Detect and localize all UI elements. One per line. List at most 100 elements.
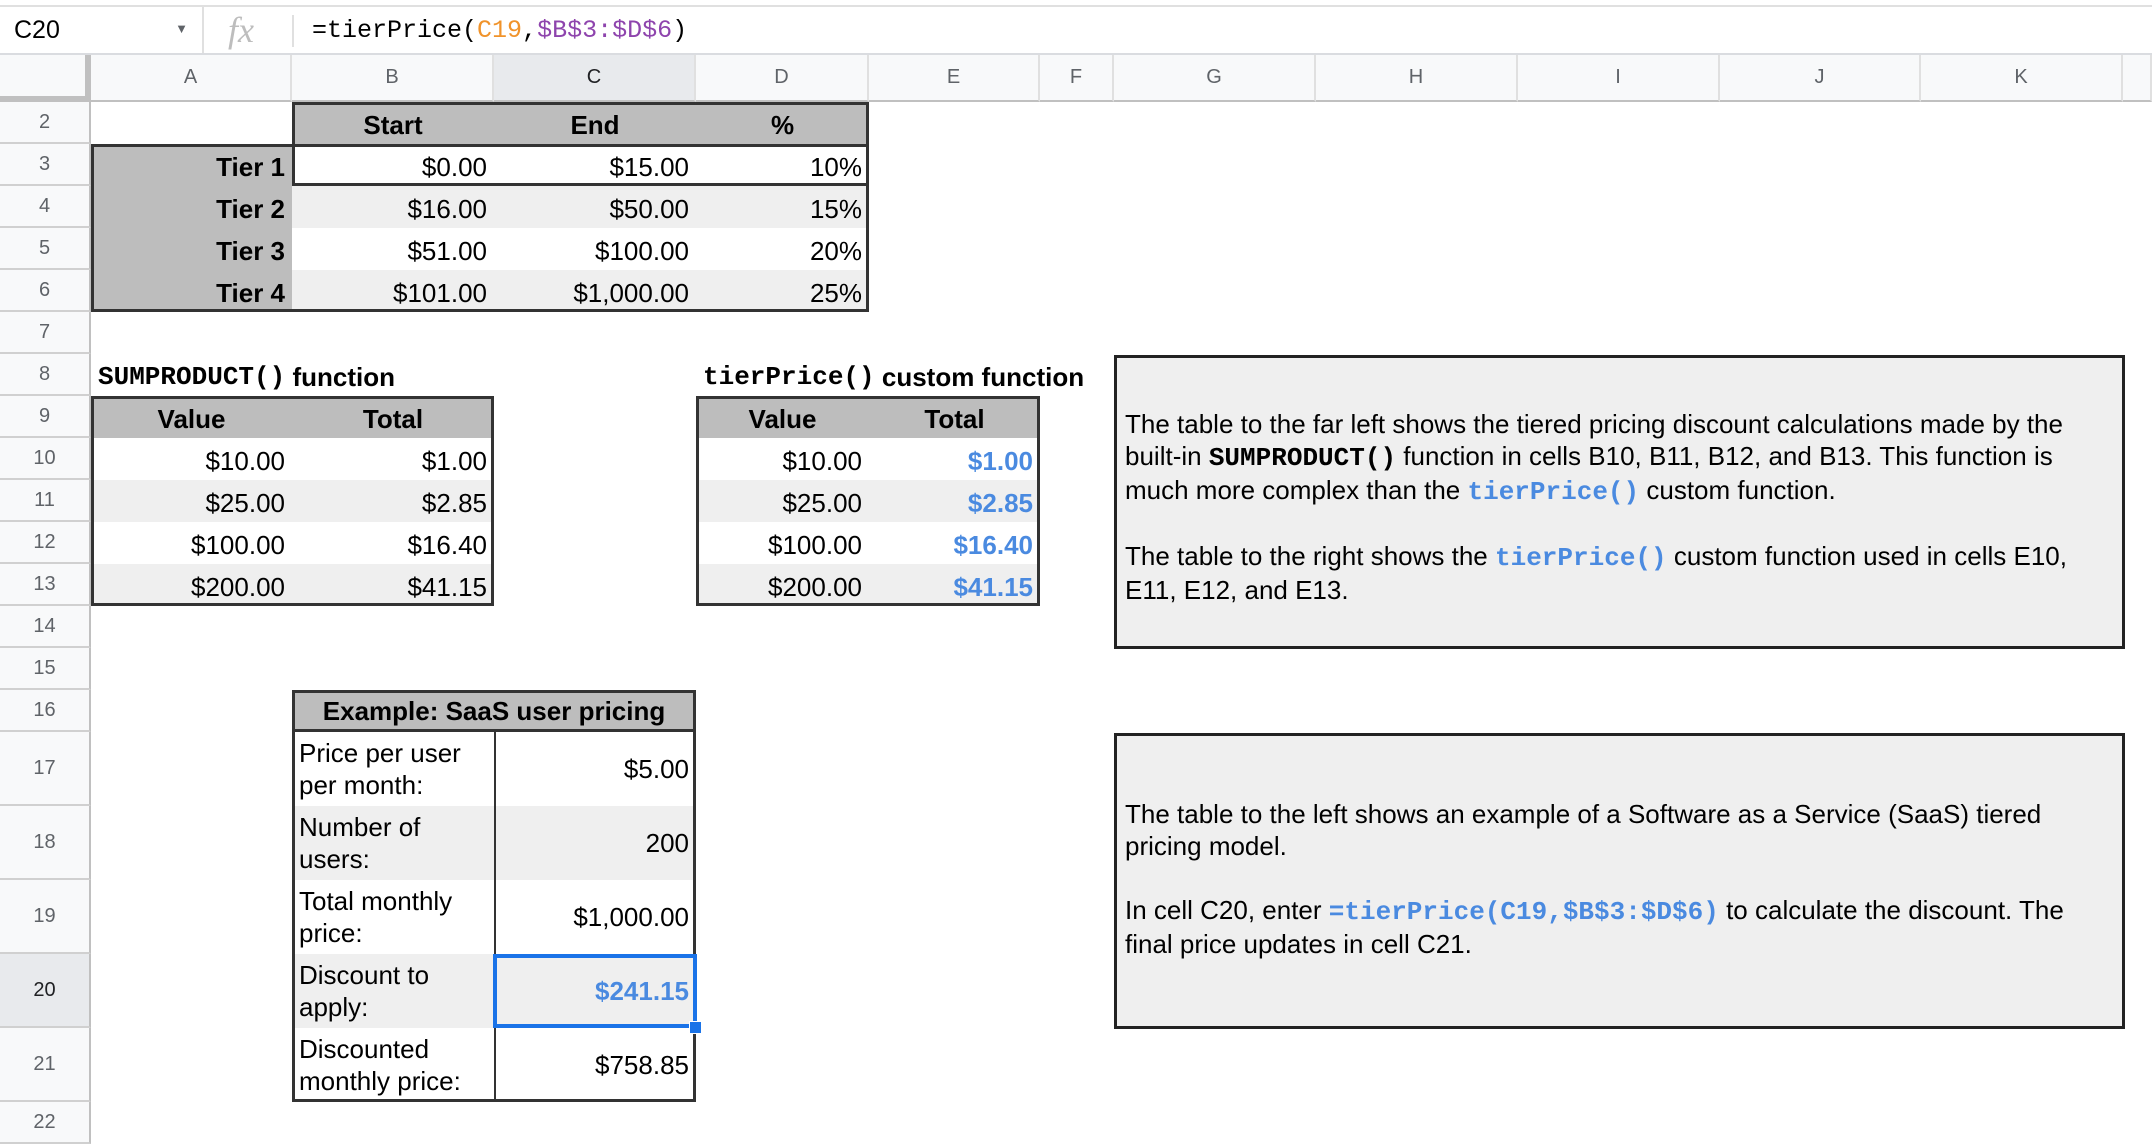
sumproduct-total[interactable]: $16.40 <box>407 530 487 560</box>
sumproduct-header-value[interactable]: Value <box>157 404 226 434</box>
tier-end[interactable]: $15.00 <box>609 152 689 182</box>
tierprice-value[interactable]: $200.00 <box>768 572 862 602</box>
row-header-17[interactable]: 17 <box>0 732 91 806</box>
tier-start[interactable]: $101.00 <box>393 278 487 308</box>
column-header-i[interactable]: I <box>1518 55 1720 102</box>
tier-end[interactable]: $100.00 <box>595 236 689 266</box>
row-header-19[interactable]: 19 <box>0 880 91 954</box>
row-header-6[interactable]: 6 <box>0 270 91 312</box>
tier-start[interactable]: $16.00 <box>407 194 487 224</box>
row-header-20[interactable]: 20 <box>0 954 91 1028</box>
tier-label[interactable]: Tier 1 <box>216 152 285 182</box>
tierprice-value[interactable]: $10.00 <box>782 446 862 476</box>
tierprice-value[interactable]: $100.00 <box>768 530 862 560</box>
tier-header-pct[interactable]: % <box>770 110 795 140</box>
saas-label[interactable]: Discount to apply: <box>299 960 430 1022</box>
tierprice-total[interactable]: $16.40 <box>953 530 1033 560</box>
name-box[interactable]: C20 ▼ <box>0 7 204 53</box>
sumproduct-total[interactable]: $2.85 <box>421 488 487 518</box>
note-box-saas[interactable]: The table to the left shows an example o… <box>1114 733 2125 1029</box>
header-bg <box>91 396 494 438</box>
column-header-overflow[interactable] <box>2123 55 2152 102</box>
tier-pct[interactable]: 25% <box>809 278 862 308</box>
row-header-15[interactable]: 15 <box>0 648 91 690</box>
saas-discount-value[interactable]: $241.15 <box>595 976 689 1006</box>
select-all-corner[interactable] <box>0 55 91 102</box>
sumproduct-value[interactable]: $200.00 <box>191 572 285 602</box>
saas-title[interactable]: Example: SaaS user pricing <box>292 690 696 732</box>
tierprice-title[interactable]: tierPrice() custom function <box>696 354 1114 396</box>
formula-input[interactable]: =tierPrice(C19,$B$3:$D$6) <box>312 15 687 47</box>
saas-value[interactable]: $5.00 <box>623 754 689 784</box>
tier-pct[interactable]: 15% <box>809 194 862 224</box>
note-text: function in cells B10, B11, B12, and B13… <box>1125 441 2053 505</box>
row-header-13[interactable]: 13 <box>0 564 91 606</box>
band <box>292 270 869 312</box>
column-header-j[interactable]: J <box>1720 55 1921 102</box>
row-header-10[interactable]: 10 <box>0 438 91 480</box>
saas-value[interactable]: $1,000.00 <box>573 902 689 932</box>
row-header-11[interactable]: 11 <box>0 480 91 522</box>
note-box-functions[interactable]: The table to the far left shows the tier… <box>1114 355 2125 649</box>
note-code-sumproduct: SUMPRODUCT() <box>1208 443 1397 473</box>
fill-handle[interactable] <box>689 1021 702 1034</box>
note-code-tierprice: tierPrice() <box>1495 543 1667 573</box>
note-text: The table to the left shows an example o… <box>1125 799 2042 861</box>
row-header-4[interactable]: 4 <box>0 186 91 228</box>
tier-label[interactable]: Tier 2 <box>216 194 285 224</box>
row-header-12[interactable]: 12 <box>0 522 91 564</box>
sumproduct-total[interactable]: $1.00 <box>421 446 487 476</box>
sumproduct-header-total[interactable]: Total <box>362 404 424 434</box>
tier-start[interactable]: $0.00 <box>421 152 487 182</box>
sumproduct-value[interactable]: $10.00 <box>205 446 285 476</box>
tier-pct[interactable]: 10% <box>809 152 862 182</box>
tier-label[interactable]: Tier 3 <box>216 236 285 266</box>
row-header-3[interactable]: 3 <box>0 144 91 186</box>
row-header-22[interactable]: 22 <box>0 1102 91 1144</box>
row-header-18[interactable]: 18 <box>0 806 91 880</box>
column-header-d[interactable]: D <box>696 55 869 102</box>
tierprice-value[interactable]: $25.00 <box>782 488 862 518</box>
caret-down-icon[interactable]: ▼ <box>175 21 188 36</box>
tier-header-start[interactable]: Start <box>363 110 423 140</box>
tier-end[interactable]: $1,000.00 <box>573 278 689 308</box>
tier-pct[interactable]: 20% <box>809 236 862 266</box>
tier-label[interactable]: Tier 4 <box>216 278 285 308</box>
saas-label[interactable]: Number of users: <box>299 812 421 874</box>
tier-end[interactable]: $50.00 <box>609 194 689 224</box>
saas-value[interactable]: $758.85 <box>595 1050 689 1080</box>
row-header-5[interactable]: 5 <box>0 228 91 270</box>
column-header-h[interactable]: H <box>1316 55 1518 102</box>
row-header-2[interactable]: 2 <box>0 102 91 144</box>
tierprice-total[interactable]: $2.85 <box>967 488 1033 518</box>
tierprice-header-total[interactable]: Total <box>924 404 985 434</box>
row-header-14[interactable]: 14 <box>0 606 91 648</box>
saas-label[interactable]: Total monthly price: <box>299 886 453 948</box>
saas-label[interactable]: Price per user per month: <box>299 738 461 800</box>
tierprice-header-value[interactable]: Value <box>748 404 817 434</box>
row-header-7[interactable]: 7 <box>0 312 91 354</box>
saas-label[interactable]: Discounted monthly price: <box>299 1034 461 1096</box>
tier-header-end[interactable]: End <box>570 110 620 140</box>
row-header-8[interactable]: 8 <box>0 354 91 396</box>
column-header-k[interactable]: K <box>1921 55 2123 102</box>
sumproduct-value[interactable]: $100.00 <box>191 530 285 560</box>
tier-start[interactable]: $51.00 <box>407 236 487 266</box>
sumproduct-total[interactable]: $41.15 <box>407 572 487 602</box>
tier-header-bg <box>292 102 869 144</box>
column-header-c[interactable]: C <box>494 55 696 102</box>
column-header-b[interactable]: B <box>292 55 494 102</box>
column-header-f[interactable]: F <box>1040 55 1114 102</box>
sumproduct-title[interactable]: SUMPRODUCT() function <box>91 354 395 396</box>
column-header-a[interactable]: A <box>91 55 292 102</box>
tierprice-total[interactable]: $41.15 <box>953 572 1033 602</box>
band <box>696 480 1040 522</box>
sumproduct-value[interactable]: $25.00 <box>205 488 285 518</box>
column-header-e[interactable]: E <box>869 55 1040 102</box>
row-header-21[interactable]: 21 <box>0 1028 91 1102</box>
row-header-9[interactable]: 9 <box>0 396 91 438</box>
row-header-16[interactable]: 16 <box>0 690 91 732</box>
column-header-g[interactable]: G <box>1114 55 1316 102</box>
saas-value[interactable]: 200 <box>645 828 689 858</box>
tierprice-total[interactable]: $1.00 <box>967 446 1033 476</box>
